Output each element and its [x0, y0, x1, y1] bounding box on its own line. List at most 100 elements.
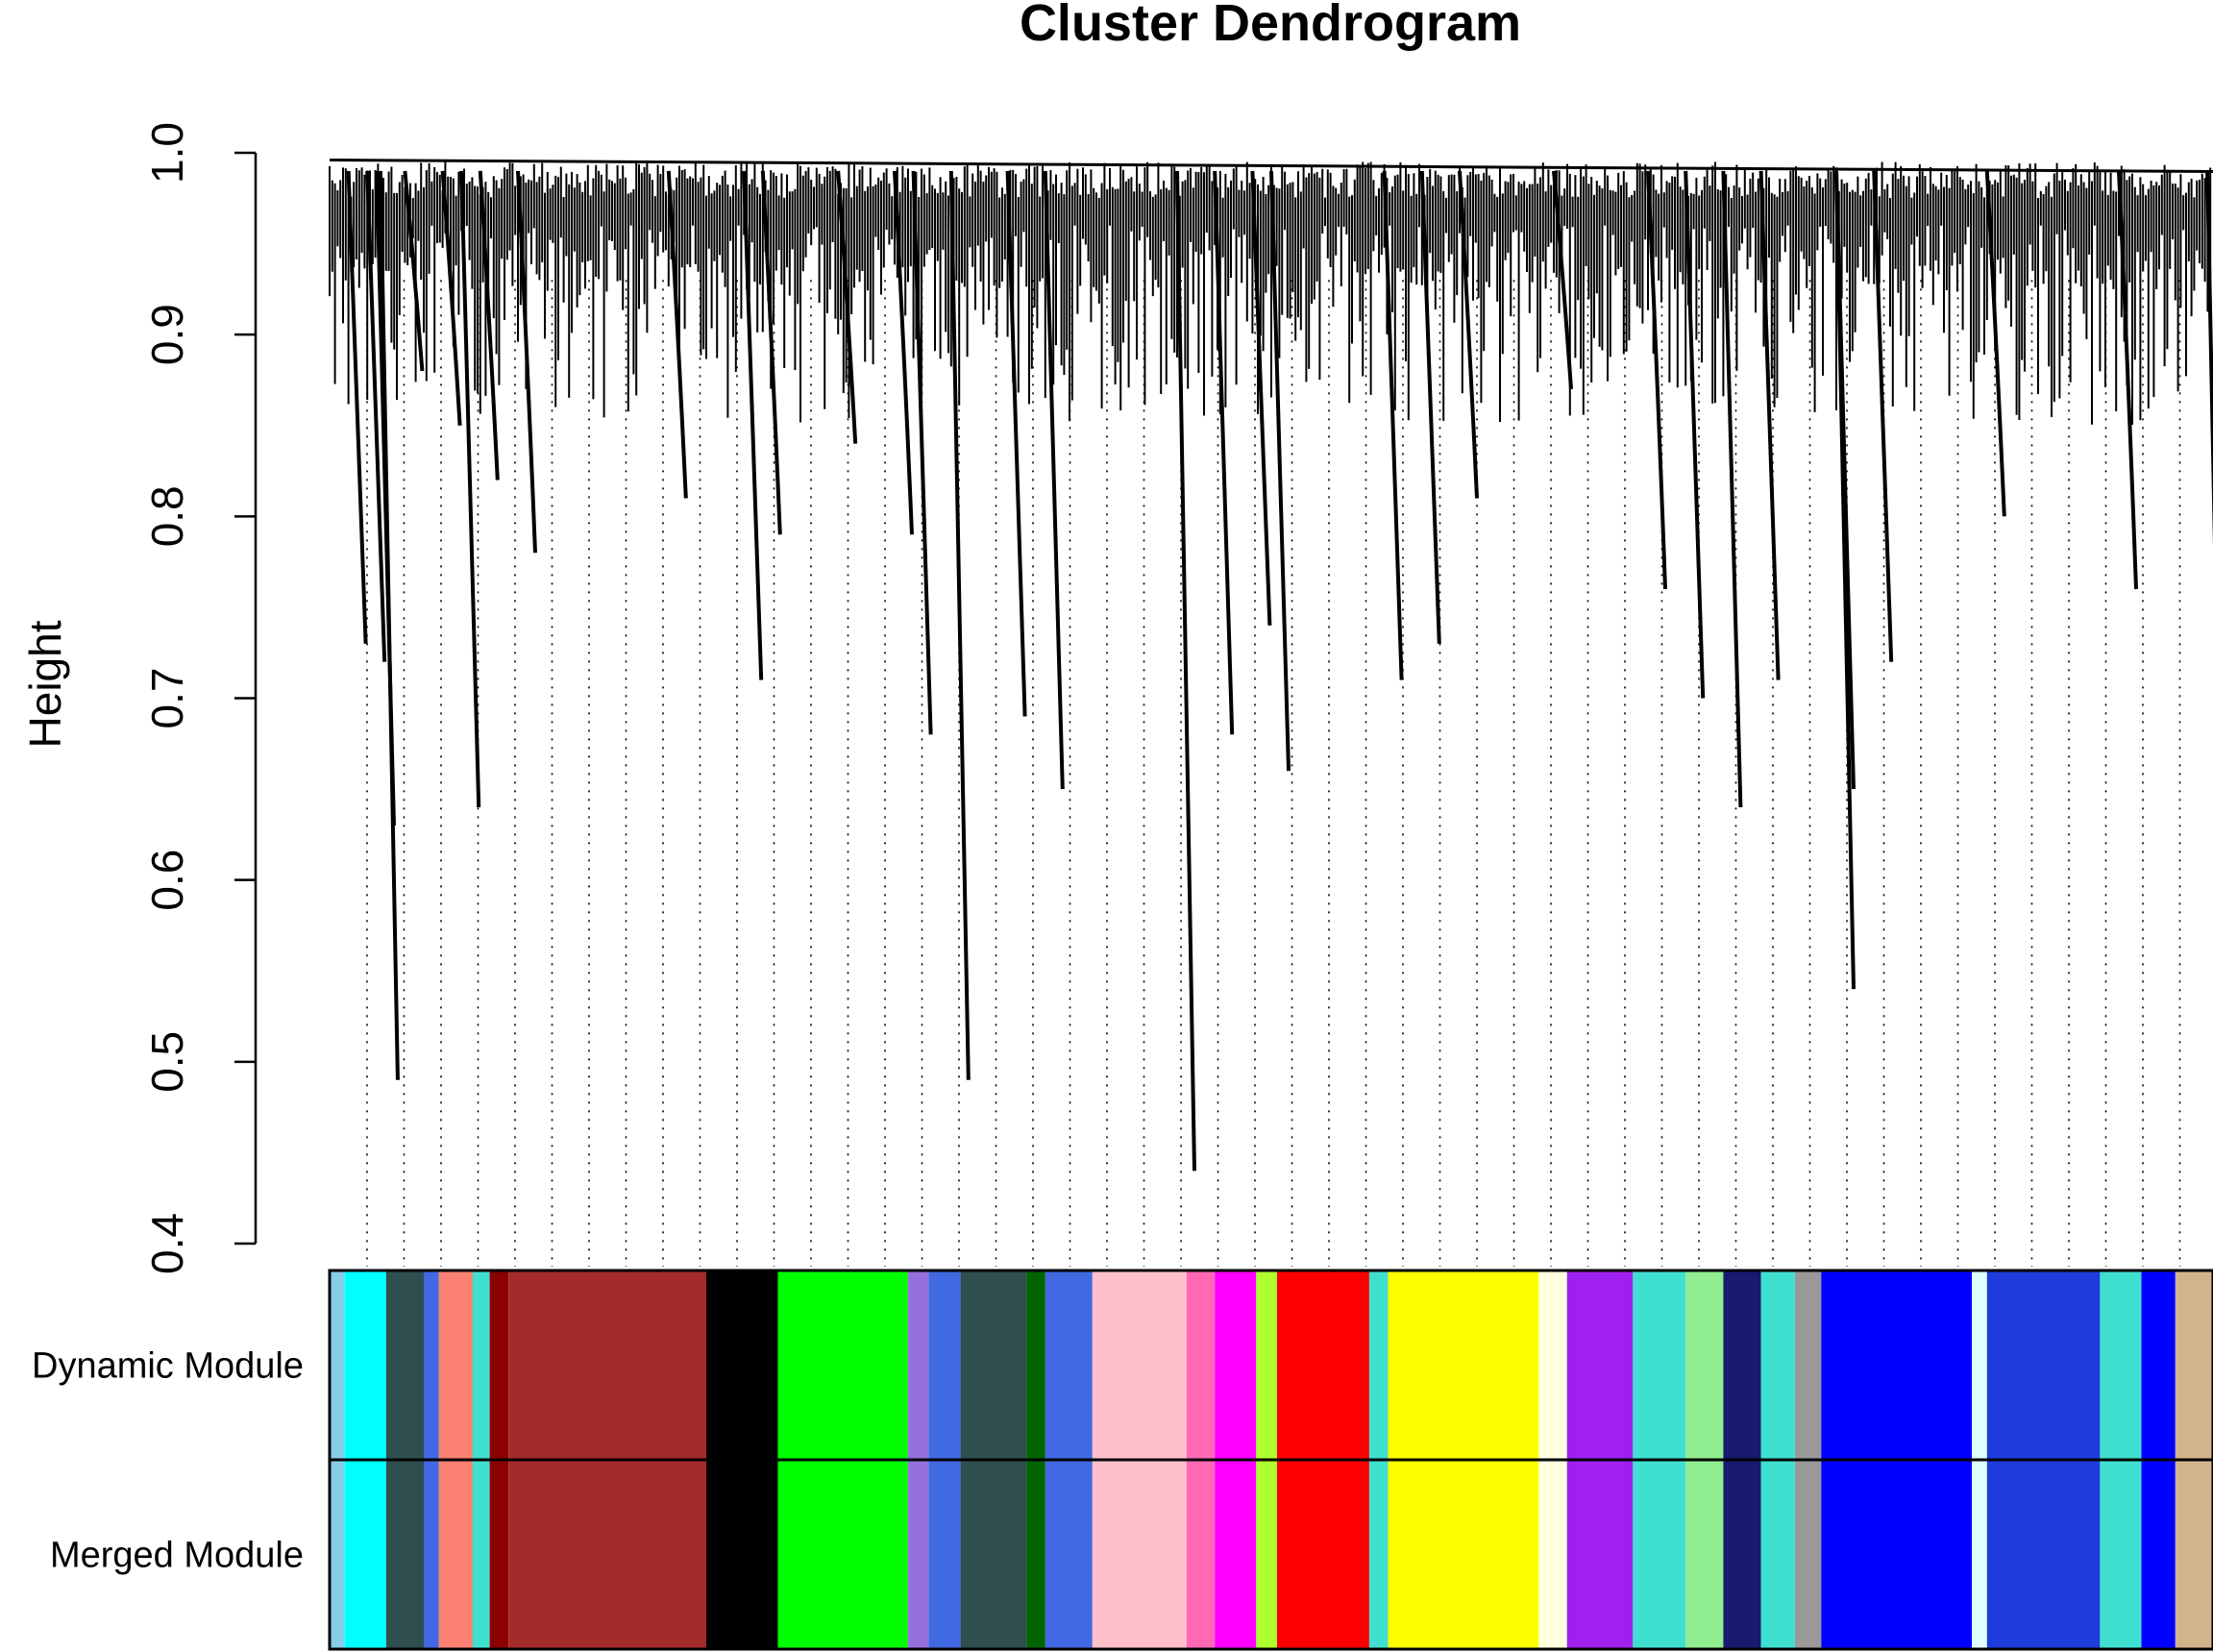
dendrogram-branch: [1834, 170, 1856, 990]
module-color-segment: [1723, 1460, 1761, 1649]
dendrogram-branch: [1458, 170, 1479, 499]
module-color-segment: [1566, 1460, 1634, 1649]
module-color-segment: [907, 1460, 929, 1649]
dendrogram-branch: [1005, 170, 1027, 717]
module-color-segment: [2141, 1270, 2176, 1460]
dendrogram-branch: [1984, 170, 2006, 517]
y-tick-label: 0.7: [142, 668, 192, 729]
module-row-label: Merged Module: [50, 1536, 304, 1576]
module-color-segment: [424, 1460, 439, 1649]
dendrogram-branch: [378, 170, 400, 1080]
module-color-segment: [1368, 1270, 1389, 1460]
module-row-border: [328, 1458, 2213, 1651]
module-color-segment: [2175, 1270, 2213, 1460]
module-color-segment: [1633, 1460, 1686, 1649]
y-tick-label: 0.5: [142, 1031, 192, 1093]
module-color-segment: [472, 1460, 490, 1649]
y-axis-label: Height: [20, 620, 70, 748]
module-color-segment: [1215, 1460, 1257, 1649]
dendrogram-branch: [1872, 170, 1894, 662]
module-color-segment: [438, 1270, 473, 1460]
module-color-segment: [1045, 1270, 1093, 1460]
dendrogram-branch: [1043, 170, 1065, 790]
module-color-segment: [1633, 1270, 1686, 1460]
module-color-segment: [960, 1270, 1027, 1460]
dendrogram-branch: [2117, 170, 2138, 590]
dendrogram-branch: [1646, 170, 1667, 590]
y-axis: 0.4 0.5 0.6 0.7 0.8 0.9 1.0: [142, 122, 258, 1274]
module-color-segment: [706, 1460, 778, 1649]
module-color-segment: [1026, 1460, 1045, 1649]
dendrogram-branch: [836, 170, 858, 444]
module-color-segment: [489, 1460, 509, 1649]
module-color-segment: [960, 1460, 1027, 1649]
dendrogram-branch: [1721, 170, 1743, 808]
module-color-segment: [928, 1460, 961, 1649]
module-color-segment: [385, 1270, 424, 1460]
module-color-segment: [1986, 1270, 2101, 1460]
module-color-segment: [1760, 1460, 1795, 1649]
module-color-segment: [438, 1460, 473, 1649]
module-color-segment: [1972, 1270, 1987, 1460]
module-color-segment: [1723, 1270, 1761, 1460]
dendrogram-branch: [440, 170, 462, 426]
module-color-segment: [1092, 1270, 1187, 1460]
chart-title: Cluster Dendrogram: [1020, 0, 1521, 52]
module-color-segment: [1276, 1270, 1369, 1460]
module-color-segment: [1092, 1460, 1187, 1649]
dendrogram-branch: [1250, 170, 1272, 626]
module-color-segment: [2141, 1460, 2176, 1649]
module-color-segment: [1256, 1270, 1277, 1460]
dendrogram-branch: [478, 170, 500, 481]
module-color-segment: [472, 1270, 490, 1460]
module-color-segment: [1986, 1460, 2101, 1649]
dendrogram-branch: [666, 170, 688, 499]
module-color-segment: [777, 1270, 908, 1460]
module-color-segment: [1794, 1270, 1822, 1460]
module-color-segment: [508, 1270, 706, 1460]
module-color-segment: [1538, 1460, 1567, 1649]
module-color-segment: [2175, 1460, 2213, 1649]
module-color-segment: [928, 1270, 961, 1460]
module-color-segment: [1760, 1270, 1795, 1460]
module-color-segment: [344, 1270, 386, 1460]
y-tick-label: 0.8: [142, 485, 192, 547]
dendrogram-branch: [1552, 170, 1573, 390]
module-color-segment: [508, 1460, 706, 1649]
module-color-segment: [1821, 1460, 1973, 1649]
module-color-segment: [1685, 1270, 1724, 1460]
dendrogram-branch: [742, 170, 764, 680]
y-tick-label: 1.0: [142, 122, 192, 184]
dendrogram-branch: [1684, 170, 1706, 699]
module-color-segment: [1538, 1270, 1567, 1460]
module-color-segment: [1685, 1460, 1724, 1649]
dendrogram-branch: [948, 170, 971, 1080]
module-color-segment: [1566, 1270, 1634, 1460]
dendrogram-branch: [893, 170, 914, 535]
y-tick-label: 0.4: [142, 1213, 192, 1274]
module-row-label: Dynamic Module: [32, 1346, 304, 1387]
module-color-segment: [1026, 1270, 1045, 1460]
dendrogram-tree: [329, 158, 2213, 1171]
module-color-segment: [1388, 1460, 1539, 1649]
dendrogram-branch: [403, 170, 425, 372]
dendrogram-branch: [459, 170, 481, 808]
y-tick-label: 0.6: [142, 850, 192, 911]
module-color-segment: [1388, 1270, 1539, 1460]
module-color-segment: [1821, 1270, 1973, 1460]
module-color-segment: [385, 1460, 424, 1649]
module-color-segment: [1215, 1270, 1257, 1460]
module-color-segment: [330, 1270, 345, 1460]
module-color-segment: [1045, 1460, 1093, 1649]
dendrogram-branch: [1419, 170, 1441, 644]
dendrogram-branch: [911, 170, 933, 735]
module-row-labels: Dynamic Module Merged Module: [32, 1346, 304, 1576]
module-color-rows: [328, 1269, 2213, 1651]
dendrogram-branch: [365, 170, 387, 662]
module-color-segment: [1972, 1460, 1987, 1649]
dendrogram-branch: [1213, 170, 1235, 735]
module-color-segment: [1256, 1460, 1277, 1649]
module-color-segment: [2100, 1270, 2142, 1460]
module-color-segment: [424, 1270, 439, 1460]
